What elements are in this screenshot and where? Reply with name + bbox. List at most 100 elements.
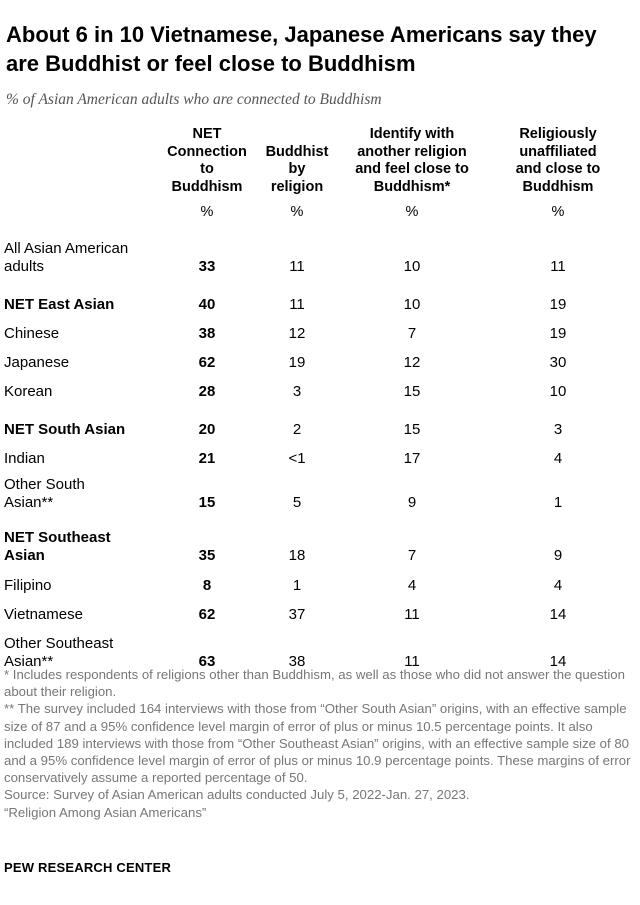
cell-value: 35 bbox=[198, 547, 216, 564]
cell-value: 12 bbox=[403, 354, 421, 371]
cell-value: 4 bbox=[553, 577, 563, 594]
column-header-line: Religiously bbox=[519, 126, 597, 142]
cell-value: 14 bbox=[549, 653, 567, 670]
cell-value: 63 bbox=[198, 653, 216, 670]
cell-value: 19 bbox=[549, 325, 567, 342]
cell-value: 1 bbox=[292, 577, 302, 594]
cell-value: 37 bbox=[288, 606, 306, 623]
row-label-line: Other South bbox=[4, 476, 85, 493]
row-label: NET Southeast Asian bbox=[4, 529, 164, 565]
cell-value: 3 bbox=[292, 383, 302, 400]
row-label: Indian bbox=[4, 450, 164, 468]
row-label-line: NET East Asian bbox=[4, 296, 115, 313]
column-header-4: Religiously unaffiliated and close to Buddh… bbox=[493, 126, 623, 196]
unit-label: % bbox=[200, 204, 214, 220]
row-label-line: Chinese bbox=[4, 325, 60, 342]
column-header-line: Buddhism bbox=[522, 178, 594, 195]
cell-value: 7 bbox=[407, 325, 417, 342]
column-header-line: Identify with bbox=[369, 126, 455, 142]
cell-value: 11 bbox=[404, 653, 420, 670]
column-header-line: Connection bbox=[167, 143, 247, 160]
cell-value: 19 bbox=[549, 296, 567, 313]
cell-value: 1 bbox=[553, 494, 563, 511]
column-header-line: by bbox=[288, 161, 306, 177]
cell-value: 11 bbox=[550, 258, 566, 275]
cell-value: 15 bbox=[198, 494, 216, 511]
cell-value: 9 bbox=[553, 547, 563, 564]
footnote-double-asterisk: ** The survey included 164 interviews wi… bbox=[4, 701, 631, 786]
cell-value: 38 bbox=[288, 653, 306, 670]
footnote-asterisk: * Includes respondents of religions othe… bbox=[4, 667, 625, 700]
row-label-line: NET South Asian bbox=[4, 421, 126, 438]
row-label: NET South Asian bbox=[4, 421, 164, 439]
row-label-line: Filipino bbox=[4, 577, 52, 594]
row-label-line: All Asian American bbox=[4, 240, 129, 257]
row-label: Other Southeast Asian** bbox=[4, 635, 164, 671]
cell-value: 18 bbox=[288, 547, 306, 564]
column-header-line: another religion bbox=[357, 143, 467, 160]
cell-value: 3 bbox=[553, 421, 563, 438]
column-header-line: NET bbox=[192, 126, 222, 142]
cell-value: 11 bbox=[289, 258, 305, 275]
row-label-line: Asian bbox=[4, 547, 45, 564]
cell-value: 11 bbox=[404, 606, 420, 623]
cell-value: 4 bbox=[553, 450, 563, 467]
column-header-line: Buddhism* bbox=[373, 178, 451, 195]
cell-value: 11 bbox=[289, 296, 305, 313]
column-header-line: Buddhist bbox=[265, 143, 329, 160]
cell-value: 62 bbox=[198, 354, 216, 371]
cell-value: 14 bbox=[549, 606, 567, 623]
cell-value: 10 bbox=[403, 296, 421, 313]
row-label: Filipino bbox=[4, 577, 164, 595]
footnotes: * Includes respondents of religions othe… bbox=[4, 666, 634, 821]
column-header-3: Identify with another religion and feel cl… bbox=[337, 126, 487, 196]
unit-label: % bbox=[551, 204, 565, 220]
row-label: Vietnamese bbox=[4, 606, 164, 624]
cell-value: 21 bbox=[198, 450, 216, 467]
column-header-line: to bbox=[200, 161, 214, 177]
cell-value: 38 bbox=[198, 325, 216, 342]
cell-value: 10 bbox=[403, 258, 421, 275]
cell-value: 9 bbox=[407, 494, 417, 511]
column-header-2: Buddhist by religion bbox=[252, 144, 342, 197]
cell-value: 12 bbox=[288, 325, 306, 342]
column-header-line: and close to bbox=[515, 161, 601, 177]
cell-value: 15 bbox=[403, 421, 421, 438]
row-label-line: Vietnamese bbox=[4, 606, 83, 623]
cell-value: 62 bbox=[198, 606, 216, 623]
unit-label: % bbox=[290, 204, 304, 220]
row-label: Chinese bbox=[4, 325, 164, 343]
row-label-line: Asian** bbox=[4, 494, 54, 511]
cell-value: <1 bbox=[288, 450, 306, 467]
cell-value: 4 bbox=[407, 577, 417, 594]
cell-value: 30 bbox=[549, 354, 567, 371]
source-note: Source: Survey of Asian American adults … bbox=[4, 787, 470, 803]
cell-value: 7 bbox=[407, 547, 417, 564]
cell-value: 40 bbox=[198, 296, 216, 313]
cell-value: 2 bbox=[292, 421, 302, 438]
row-label-line: Asian** bbox=[4, 653, 54, 670]
row-label-line: Indian bbox=[4, 450, 45, 467]
row-label-line: Japanese bbox=[4, 354, 70, 371]
row-label-line: Korean bbox=[4, 383, 53, 400]
cell-value: 15 bbox=[403, 383, 421, 400]
row-label: Japanese bbox=[4, 354, 164, 372]
column-header-1: NET Connection to Buddhism bbox=[157, 126, 257, 196]
cell-value: 10 bbox=[549, 383, 567, 400]
cell-value: 28 bbox=[198, 383, 216, 400]
chart-title: About 6 in 10 Vietnamese, Japanese Ameri… bbox=[6, 22, 597, 76]
chart-subtitle: % of Asian American adults who are conne… bbox=[6, 91, 382, 108]
column-header-line: religion bbox=[270, 178, 324, 195]
cell-value: 17 bbox=[403, 450, 421, 467]
row-label: All Asian American adults bbox=[4, 240, 164, 276]
column-header-line: Buddhism bbox=[171, 178, 243, 195]
report-title-note: “Religion Among Asian Americans” bbox=[4, 804, 207, 820]
cell-value: 33 bbox=[198, 258, 216, 275]
row-label: Korean bbox=[4, 383, 164, 401]
row-label-line: adults bbox=[4, 258, 45, 275]
unit-label: % bbox=[405, 204, 419, 220]
cell-value: 8 bbox=[202, 577, 212, 594]
cell-value: 19 bbox=[288, 354, 306, 371]
cell-value: 20 bbox=[198, 421, 216, 438]
row-label-line: Other Southeast bbox=[4, 635, 114, 652]
